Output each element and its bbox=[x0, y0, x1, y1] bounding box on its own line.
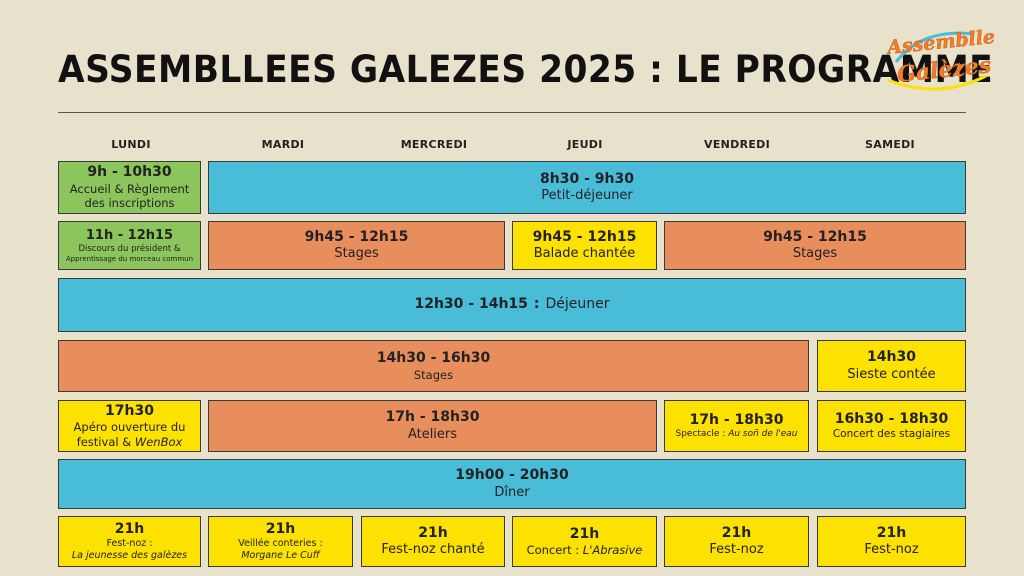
svg-text:Galèzes: Galèzes bbox=[896, 52, 992, 88]
event-label: Apéro ouverture du bbox=[73, 420, 186, 435]
event-concert-stagiaires: 16h30 - 18h30 Concert des stagiaires bbox=[817, 400, 966, 452]
event-time: 21h bbox=[418, 524, 448, 541]
event-stages-lundi-vendredi: 14h30 - 16h30 Stages bbox=[58, 340, 809, 392]
event-label: Discours du président & bbox=[78, 243, 181, 254]
event-label: Fest-noz : bbox=[106, 538, 153, 550]
event-concert-jeudi: 21h Concert : L'Abrasive bbox=[512, 516, 657, 567]
event-label: festival & bbox=[76, 434, 135, 449]
event-time: 21h bbox=[265, 520, 296, 537]
event-label-italic: WenBox bbox=[134, 434, 183, 449]
event-festnoz-samedi: 21h Fest-noz bbox=[817, 516, 966, 567]
event-label: Spectacle : bbox=[675, 429, 729, 440]
event-accueil: 9h - 10h30 Accueil & Règlement des inscr… bbox=[58, 161, 201, 214]
event-time: 9h45 - 12h15 bbox=[532, 228, 637, 245]
event-time: 17h - 18h30 bbox=[689, 411, 784, 428]
event-veillee-mardi: 21h Veillée conteries : Morgane Le Cuff bbox=[208, 516, 353, 567]
event-time: 21h bbox=[876, 524, 907, 541]
event-label: Ateliers bbox=[407, 426, 458, 442]
event-label: Stages bbox=[334, 246, 379, 262]
day-header-lundi: LUNDI bbox=[111, 138, 151, 151]
event-time: 16h30 - 18h30 bbox=[834, 410, 949, 427]
event-diner: 19h00 - 20h30 Dîner bbox=[58, 459, 966, 509]
event-time: 21h bbox=[721, 524, 752, 541]
event-time: 17h - 18h30 bbox=[385, 409, 480, 426]
event-label-italic: Au soñ de l'eau bbox=[728, 429, 798, 440]
event-time: 9h - 10h30 bbox=[87, 164, 172, 181]
event-festnoz-chante-mercredi: 21h Fest-noz chanté bbox=[361, 516, 505, 567]
event-label: Apprentissage du morceau commun bbox=[65, 254, 194, 263]
event-label: Stages bbox=[792, 246, 838, 262]
event-time: 11h - 12h15 bbox=[85, 227, 174, 243]
event-time: 9h45 - 12h15 bbox=[763, 228, 867, 245]
event-time: 14h30 - 16h30 bbox=[376, 350, 491, 367]
event-time: 17h30 bbox=[105, 402, 154, 419]
day-header-vendredi: VENDREDI bbox=[704, 138, 770, 151]
event-label: Balade chantée bbox=[533, 246, 636, 262]
event-label: des inscriptions bbox=[84, 196, 175, 211]
event-discours: 11h - 12h15 Discours du président & Appr… bbox=[58, 221, 201, 270]
event-balade-chantee: 9h45 - 12h15 Balade chantée bbox=[512, 221, 657, 270]
event-time: 9h45 - 12h15 bbox=[304, 228, 409, 245]
event-label: Fest-noz chanté bbox=[381, 542, 485, 558]
event-label: Dîner bbox=[494, 484, 530, 500]
event-festnoz-lundi: 21h Fest-noz : La jeunesse des galèzes bbox=[58, 516, 201, 567]
event-label: Fest-noz bbox=[709, 542, 764, 558]
event-spectacle: 17h - 18h30 Spectacle : Au soñ de l'eau bbox=[664, 400, 809, 452]
event-label: Déjeuner bbox=[545, 296, 610, 313]
header-divider bbox=[58, 112, 966, 113]
event-label: Sieste contée bbox=[847, 366, 936, 382]
event-time: 21h bbox=[114, 520, 145, 537]
event-label-italic: L'Abrasive bbox=[582, 543, 643, 558]
event-time: 19h00 - 20h30 bbox=[455, 467, 569, 484]
day-header-samedi: SAMEDI bbox=[865, 138, 915, 151]
event-label: Petit-déjeuner bbox=[541, 188, 633, 204]
event-stages-mardi-mercredi: 9h45 - 12h15 Stages bbox=[208, 221, 505, 270]
festival-logo: Assembllees Galèzes bbox=[884, 23, 994, 91]
event-festnoz-vendredi: 21h Fest-noz bbox=[664, 516, 809, 567]
event-time: 21h bbox=[569, 525, 600, 542]
event-time: 8h30 - 9h30 bbox=[540, 170, 634, 187]
event-sieste-contee: 14h30 Sieste contée bbox=[817, 340, 966, 392]
day-header-mercredi: MERCREDI bbox=[400, 138, 468, 151]
event-ateliers: 17h - 18h30 Ateliers bbox=[208, 400, 657, 452]
page-title: ASSEMBLLEES GALEZES 2025 : LE PROGRAMME bbox=[58, 48, 994, 91]
event-label-italic: La jeunesse des galèzes bbox=[71, 550, 188, 562]
event-petit-dejeuner: 8h30 - 9h30 Petit-déjeuner bbox=[208, 161, 966, 214]
event-time: 14h30 bbox=[867, 349, 916, 366]
event-stages-vendredi-samedi: 9h45 - 12h15 Stages bbox=[664, 221, 966, 270]
event-separator: : bbox=[533, 296, 540, 313]
event-label-italic: Morgane Le Cuff bbox=[241, 550, 320, 562]
event-label: Accueil & Règlement bbox=[69, 181, 190, 196]
event-label: Concert : bbox=[526, 543, 583, 558]
event-label: Veillée conteries : bbox=[238, 538, 323, 550]
event-label: Stages bbox=[413, 367, 454, 382]
event-label: Concert des stagiaires bbox=[832, 428, 951, 441]
day-header-mardi: MARDI bbox=[261, 138, 305, 151]
event-label: Fest-noz bbox=[864, 542, 919, 558]
day-header-jeudi: JEUDI bbox=[567, 138, 603, 151]
event-apero: 17h30 Apéro ouverture du festival & WenB… bbox=[58, 400, 201, 452]
event-dejeuner: 12h30 - 14h15 : Déjeuner bbox=[58, 278, 966, 332]
event-time: 12h30 - 14h15 bbox=[414, 296, 528, 313]
